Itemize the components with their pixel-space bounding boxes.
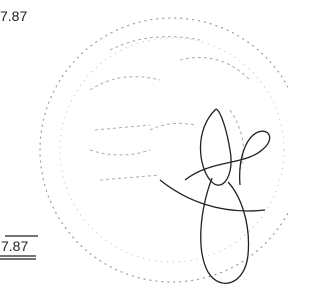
stamp-outer-ring bbox=[40, 18, 288, 282]
signature bbox=[160, 109, 270, 283]
stamp-inner-ring bbox=[60, 38, 284, 262]
amount-total: 7.87 bbox=[1, 238, 28, 254]
stamp-faint-marks bbox=[90, 37, 250, 180]
page: 7.87 7.87 (() => { const data = JSON.par… bbox=[0, 0, 288, 293]
stamp-and-signature bbox=[0, 0, 288, 293]
amount: 7.87 bbox=[0, 8, 27, 24]
